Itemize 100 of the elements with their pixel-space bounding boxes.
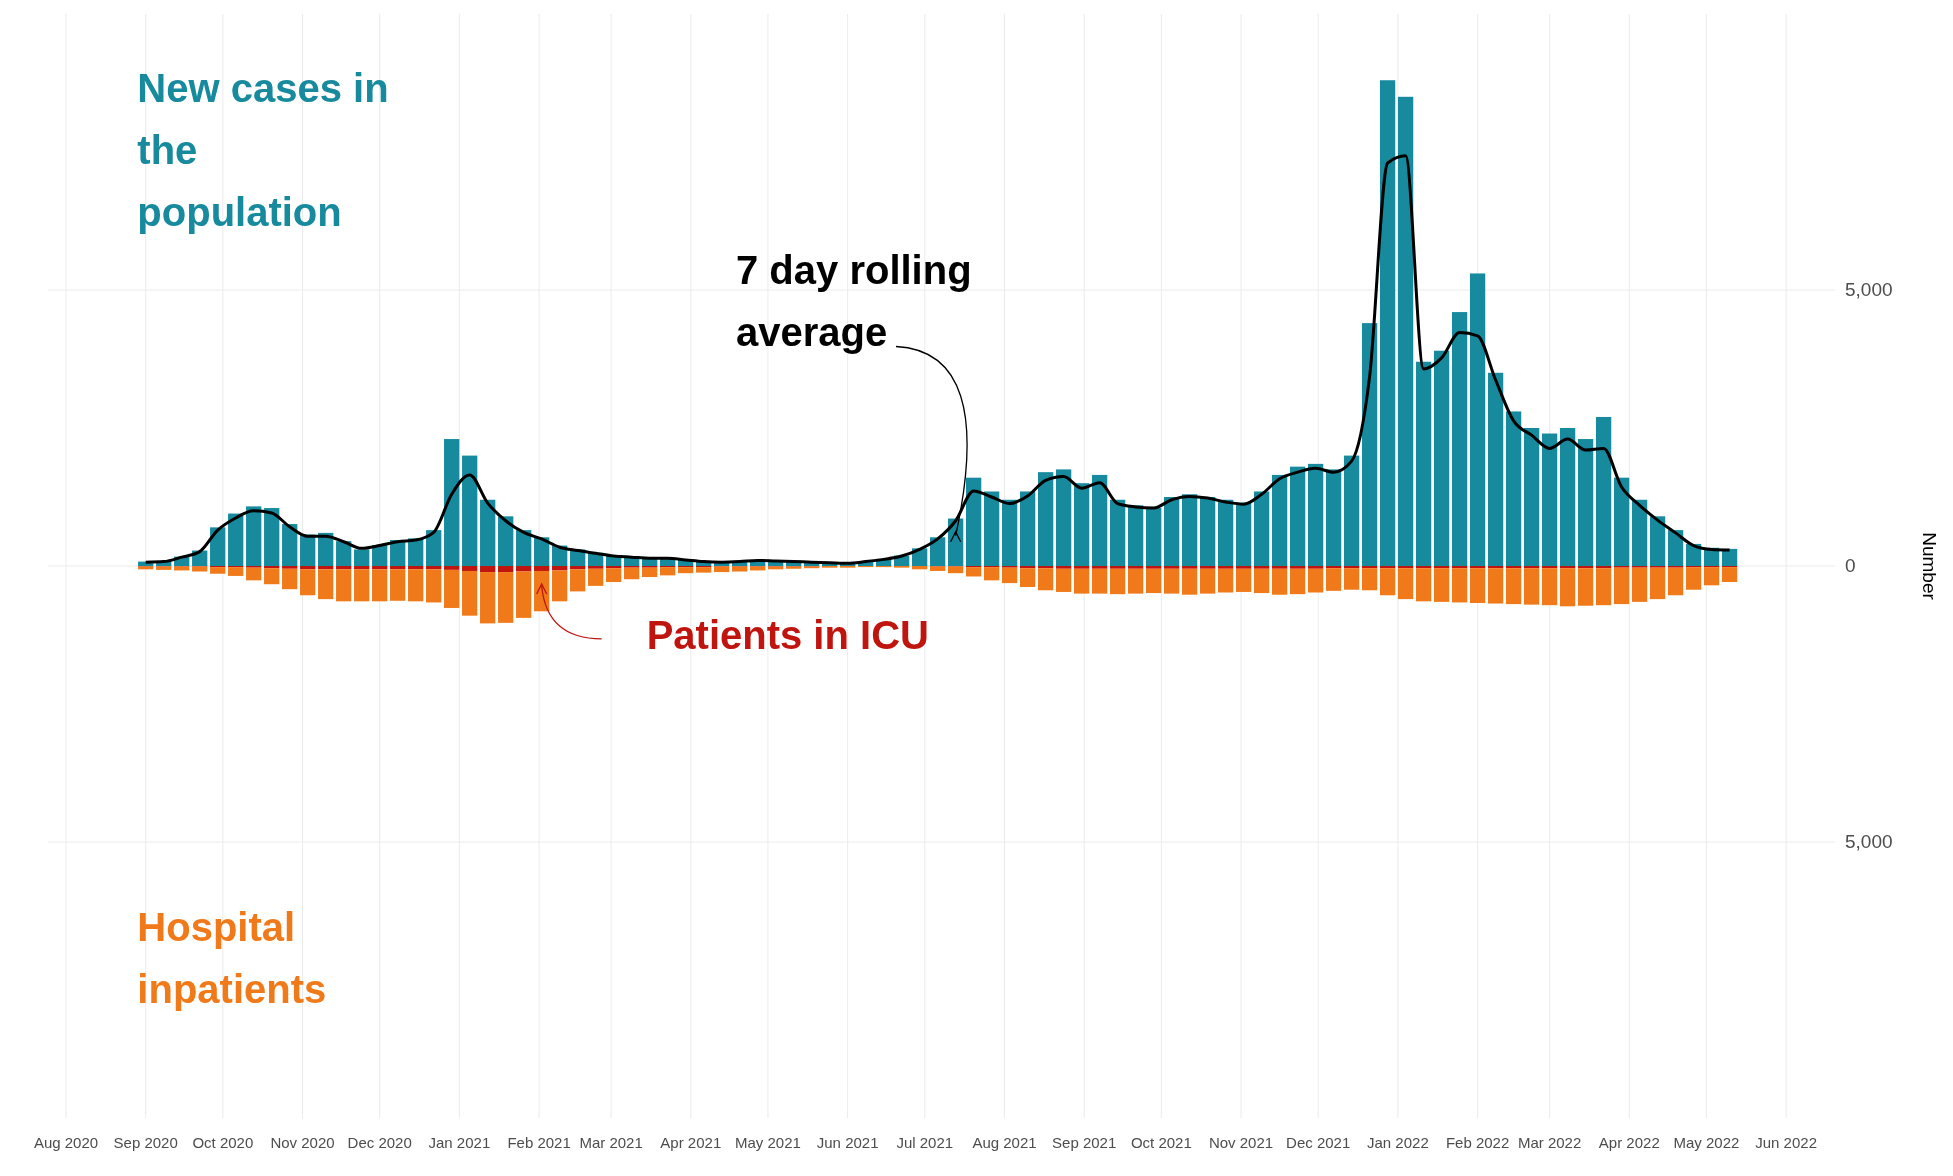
bar: [498, 572, 514, 623]
bar: [1145, 566, 1162, 569]
bar: [1649, 516, 1666, 566]
bar: [1127, 568, 1144, 594]
bar: [1523, 568, 1540, 605]
bar: [1019, 568, 1036, 587]
bar: [1325, 469, 1342, 566]
bar: [516, 566, 532, 572]
bar: [1541, 568, 1558, 606]
bar: [1145, 568, 1162, 594]
x-tick-label: Feb 2022: [1445, 1134, 1510, 1151]
bar: [1181, 568, 1198, 595]
bar: [228, 567, 244, 576]
bar: [624, 567, 640, 580]
bar: [1127, 505, 1144, 566]
bar: [246, 567, 262, 581]
bar: [192, 566, 208, 572]
bar: [1487, 568, 1504, 604]
x-tick-label: Apr 2021: [660, 1134, 722, 1151]
bar: [1577, 568, 1594, 606]
bar: [1073, 483, 1090, 566]
bar: [1541, 433, 1558, 566]
bar: [1307, 566, 1324, 569]
y-tick-label: 5,000: [1845, 831, 1893, 852]
bar: [1163, 566, 1180, 569]
bar: [1055, 469, 1072, 566]
y-axis-title: Number: [1919, 532, 1940, 601]
bar: [444, 566, 460, 570]
bar: [1019, 491, 1036, 566]
bar: [480, 566, 496, 573]
bar: [480, 499, 496, 566]
x-tick-label: Mar 2021: [579, 1134, 643, 1151]
text: New cases in the population: [137, 66, 389, 235]
bar: [1091, 568, 1108, 594]
bar: [498, 566, 514, 573]
bar: [1379, 80, 1396, 566]
bar: [1253, 568, 1270, 594]
bar: [1559, 428, 1576, 566]
bar: [1271, 474, 1288, 566]
bar: [516, 571, 532, 618]
bar: [1199, 566, 1216, 569]
x-tick-label: Apr 2022: [1598, 1134, 1660, 1151]
bar: [606, 568, 622, 583]
bar: [947, 566, 964, 574]
bar: [570, 569, 586, 592]
text: Hospital inpatients: [137, 905, 327, 1012]
bar: [282, 524, 298, 566]
bar: [1649, 567, 1666, 600]
x-tick-label: Sep 2020: [113, 1134, 178, 1151]
bar: [210, 527, 226, 566]
bar: [1505, 568, 1522, 605]
bar: [1379, 568, 1396, 596]
bar: [1433, 350, 1450, 566]
bar: [1469, 568, 1486, 603]
bar: [1253, 491, 1270, 566]
bar: [1145, 508, 1162, 566]
x-tick-label: Oct 2021: [1130, 1134, 1192, 1151]
x-tick-label: Aug 2021: [972, 1134, 1037, 1151]
bar: [1181, 494, 1198, 566]
bar: [1415, 361, 1432, 566]
bar: [1361, 323, 1378, 566]
bar: [1001, 499, 1018, 566]
bar: [1523, 428, 1540, 566]
x-tick-label: Aug 2020: [33, 1134, 99, 1151]
bar: [408, 569, 424, 602]
bar: [1577, 439, 1594, 566]
bar: [1397, 568, 1414, 600]
bar: [1595, 568, 1612, 606]
bar: [1343, 455, 1360, 566]
bar: [983, 567, 1000, 581]
bar: [660, 567, 676, 576]
bar: [516, 530, 532, 566]
bar: [1235, 568, 1252, 592]
bar: [642, 567, 658, 578]
bar: [1685, 567, 1702, 590]
bar: [336, 569, 352, 602]
bar: [1505, 411, 1522, 566]
bar: [1217, 566, 1234, 569]
y-tick-label: 5,000: [1845, 279, 1893, 300]
bar: [1487, 372, 1504, 566]
x-tick-label: Jun 2021: [816, 1134, 879, 1151]
bar: [1361, 568, 1378, 591]
bar: [390, 569, 406, 601]
x-tick-label: Feb 2021: [507, 1134, 571, 1151]
x-tick-label: Jul 2021: [896, 1134, 954, 1151]
bar: [1199, 497, 1216, 566]
x-tick-label: Mar 2022: [1517, 1134, 1582, 1151]
bar: [498, 516, 514, 566]
bar: [1667, 567, 1684, 596]
bar: [1055, 566, 1072, 569]
x-tick-label: Jun 2022: [1755, 1134, 1818, 1151]
bar: [534, 566, 550, 571]
bar: [534, 537, 550, 566]
bar: [264, 508, 280, 566]
bar: [1595, 416, 1612, 566]
bar: [1181, 566, 1198, 569]
y-tick-label: 0: [1845, 555, 1856, 576]
bar: [300, 569, 316, 596]
x-tick-label: May 2022: [1673, 1134, 1740, 1151]
bar: [678, 567, 694, 574]
